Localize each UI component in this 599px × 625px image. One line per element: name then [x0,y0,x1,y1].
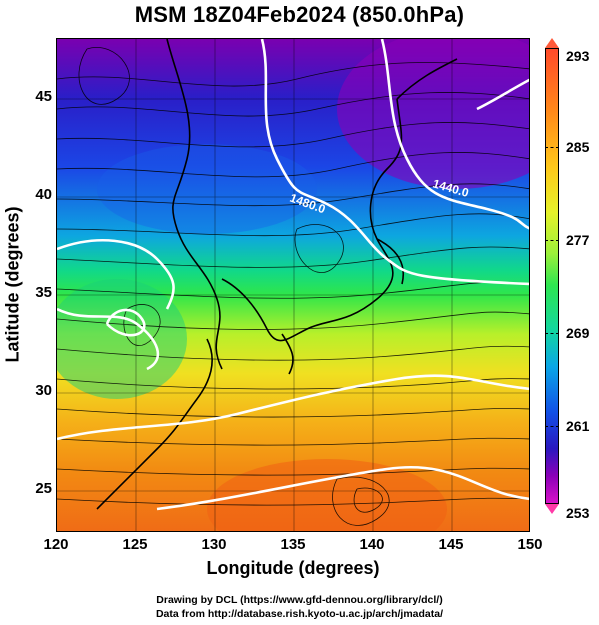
colorbar-tick-285: 285 [566,139,590,155]
credit-data: Data from http://database.rish.kyoto-u.a… [155,608,444,620]
warm-region [207,459,447,531]
y-axis-label: Latitude (degrees) [2,206,23,363]
x-tick-150: 150 [517,536,543,553]
colorbar-tick-269: 269 [566,325,590,341]
y-tick-35: 35 [35,284,52,301]
colorbar-dash [545,426,559,427]
x-tick-130: 130 [201,536,227,553]
x-axis-label: Longitude (degrees) [206,558,380,578]
cold-core [337,39,529,189]
y-tick-40: 40 [35,186,52,203]
coastlines [96,39,458,510]
colorbar-tick-253: 253 [566,505,590,521]
colorbar-tick-293: 293 [566,48,590,64]
credit-drawing: Drawing by DCL (https://www.gfd-dennou.o… [156,594,443,606]
map-plot-area: 1480.0 1440.0 [56,38,530,532]
height-contours [57,39,529,511]
x-tick-145: 145 [438,536,464,553]
y-tick-25: 25 [35,480,52,497]
x-tick-135: 135 [280,536,306,553]
y-tick-45: 45 [35,88,52,105]
colorbar-top-arrow [545,38,559,48]
colorbar-tick-277: 277 [566,232,590,248]
colorbar-dash [545,333,559,334]
x-tick-120: 120 [43,536,69,553]
colorbar-bottom-arrow [545,504,559,514]
y-tick-30: 30 [35,382,52,399]
colorbar [545,48,559,504]
map-svg: 1480.0 1440.0 [57,39,529,531]
lat-lon-grid [57,39,529,531]
chart-title: MSM 18Z04Feb2024 (850.0hPa) [134,2,465,27]
colorbar-dash [545,147,559,148]
cold-region [97,144,317,234]
colorbar-tick-261: 261 [566,418,590,434]
x-tick-140: 140 [359,536,385,553]
x-tick-125: 125 [122,536,148,553]
colorbar-dash [545,240,559,241]
